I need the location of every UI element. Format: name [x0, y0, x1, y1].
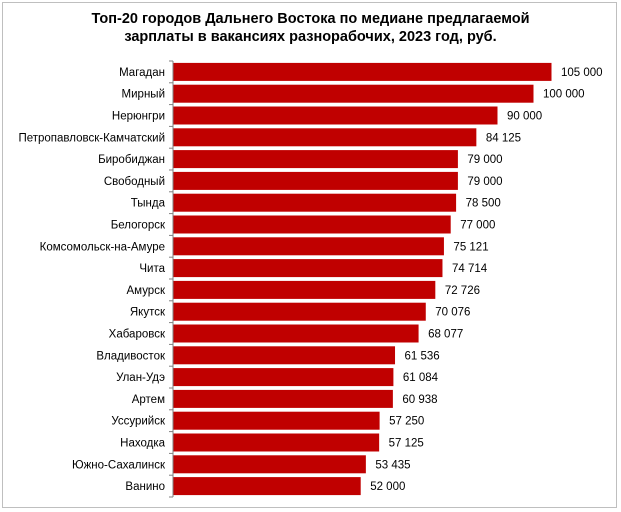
bar: [173, 215, 451, 234]
bar: [173, 324, 419, 343]
bar: [173, 62, 552, 81]
category-label: Петропавловск-Камчатский: [18, 132, 165, 144]
chart-title-line-1: Топ-20 городов Дальнего Востока по медиа…: [91, 11, 530, 27]
value-label: 61 084: [403, 372, 439, 384]
category-label: Находка: [120, 438, 165, 450]
value-label: 60 938: [402, 394, 437, 406]
category-label: Биробиджан: [98, 154, 165, 166]
bar: [173, 171, 458, 190]
category-label: Владивосток: [96, 350, 166, 362]
bar: [173, 237, 444, 256]
category-label: Амурск: [126, 285, 165, 297]
value-label: 70 076: [435, 307, 470, 319]
bar: [173, 128, 477, 147]
bar: [173, 477, 361, 496]
value-label: 68 077: [428, 329, 463, 341]
bar: [173, 84, 534, 103]
chart-title-line-2: зарплаты в вакансиях разнорабочих, 2023 …: [124, 29, 497, 45]
category-label: Тында: [131, 198, 166, 210]
category-label: Белогорск: [111, 220, 166, 232]
category-label: Нерюнгри: [112, 111, 165, 123]
category-label: Якутск: [130, 307, 166, 319]
value-label: 90 000: [507, 111, 542, 123]
value-label: 79 000: [467, 176, 502, 188]
category-label: Ванино: [125, 481, 165, 493]
bar: [173, 106, 498, 125]
category-label: Свободный: [104, 176, 165, 188]
category-label: Мирный: [122, 89, 165, 101]
bar: [173, 193, 457, 212]
bar: [173, 433, 380, 452]
value-label: 53 435: [375, 459, 410, 471]
bar: [173, 455, 366, 474]
value-label: 79 000: [467, 154, 502, 166]
bar: [173, 368, 394, 387]
bar: [173, 302, 426, 321]
category-label: Артем: [132, 394, 165, 406]
category-label: Южно-Сахалинск: [72, 459, 166, 471]
value-label: 74 714: [452, 263, 488, 275]
category-label: Комсомольск-на-Амуре: [40, 241, 165, 253]
value-label: 77 000: [460, 220, 495, 232]
category-label: Магадан: [119, 67, 165, 79]
category-label: Чита: [139, 263, 165, 275]
bar: [173, 346, 396, 365]
value-label: 100 000: [543, 89, 585, 101]
value-label: 72 726: [445, 285, 480, 297]
bar: [173, 259, 443, 278]
bar: [173, 150, 458, 169]
value-label: 57 125: [389, 438, 424, 450]
value-label: 52 000: [370, 481, 405, 493]
category-label: Уссурийск: [111, 416, 166, 428]
category-label: Хабаровск: [109, 329, 166, 341]
value-label: 105 000: [561, 67, 603, 79]
value-label: 75 121: [453, 241, 488, 253]
bar: [173, 280, 436, 299]
value-label: 61 536: [405, 350, 440, 362]
bar: [173, 389, 393, 408]
value-label: 57 250: [389, 416, 424, 428]
bar: [173, 411, 380, 430]
chart-title: Топ-20 городов Дальнего Востока по медиа…: [0, 10, 621, 46]
category-label: Улан-Удэ: [116, 372, 165, 384]
value-label: 78 500: [466, 198, 501, 210]
value-label: 84 125: [486, 132, 521, 144]
